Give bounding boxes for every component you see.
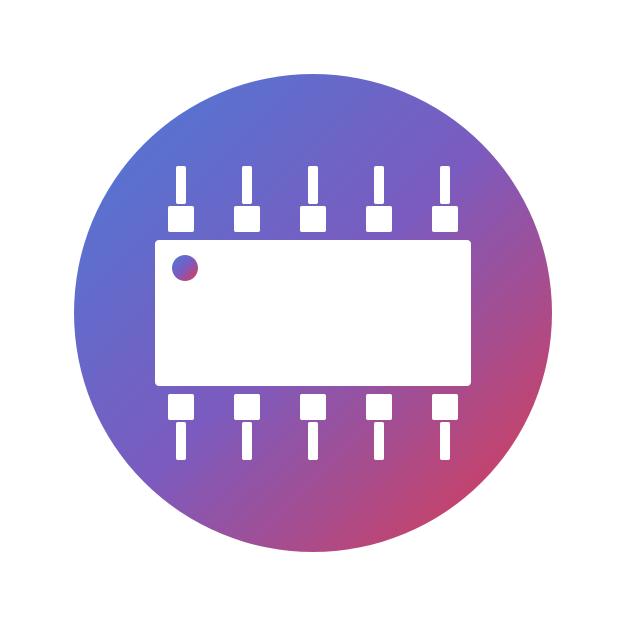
chip-icon xyxy=(74,74,552,552)
gradient-circle xyxy=(74,74,552,552)
